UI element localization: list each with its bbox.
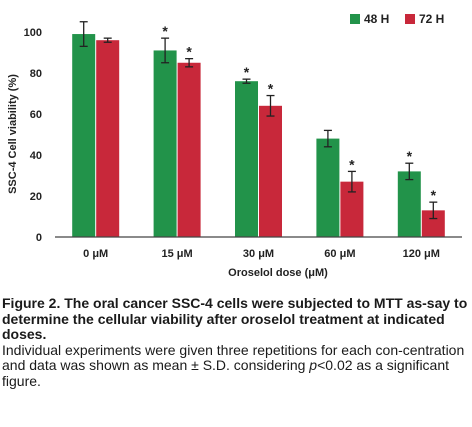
bar-48h — [316, 138, 340, 237]
x-axis-ticks: 0 μM 15 μM 30 μM 60 μM 120 μM — [83, 248, 440, 260]
bar-72h — [96, 40, 120, 238]
bar-48h — [397, 171, 421, 237]
legend: 48 H 72 H — [350, 12, 444, 26]
bar-48h — [235, 81, 258, 237]
bar-72h — [177, 62, 201, 237]
y-tick-label: 80 — [30, 68, 42, 80]
caption-body-text-2: <0.02 as a significant figure. — [2, 357, 450, 389]
y-axis-title: SSC-4 Cell viability (%) — [7, 74, 19, 194]
x-tick-label: 15 μM — [162, 248, 193, 260]
bars: * * * * * * * — [72, 21, 445, 238]
y-tick-label: 20 — [30, 191, 42, 203]
significance-star: * — [244, 64, 250, 80]
significance-star: * — [431, 187, 437, 203]
legend-label: 72 H — [419, 12, 444, 26]
legend-label: 48 H — [364, 12, 389, 26]
significance-star: * — [186, 44, 192, 60]
significance-star: * — [268, 81, 274, 97]
x-tick-label: 0 μM — [83, 248, 108, 260]
x-axis-title: Oroselol dose (μM) — [228, 267, 328, 279]
caption-title: Figure 2. The oral cancer SSC-4 cells we… — [2, 295, 468, 342]
caption-body-text-1: Individual experiments were given three … — [2, 341, 465, 373]
significance-star: * — [407, 148, 413, 164]
bar-72h — [340, 181, 364, 237]
y-tick-label: 60 — [30, 109, 42, 121]
x-tick-label: 60 μM — [324, 248, 355, 260]
significance-star: * — [349, 156, 355, 172]
bar-48h — [153, 50, 177, 238]
legend-swatch — [405, 14, 415, 24]
y-axis-ticks: 0 20 40 60 80 100 — [24, 27, 42, 244]
bar-72h — [259, 105, 282, 237]
x-tick-label: 120 μM — [403, 248, 440, 260]
bar-72h — [421, 210, 445, 237]
y-tick-label: 40 — [30, 150, 42, 162]
x-tick-label: 30 μM — [243, 248, 274, 260]
legend-swatch — [350, 14, 360, 24]
caption-body: Individual experiments were given three … — [2, 341, 468, 390]
y-tick-label: 0 — [36, 232, 42, 244]
figure-caption: Figure 2. The oral cancer SSC-4 cells we… — [2, 295, 468, 390]
bar-chart: 48 H 72 H 0 20 40 60 80 100 * * * * * * * 0 μM 15 μM 3… — [7, 12, 462, 279]
y-tick-label: 100 — [24, 27, 42, 39]
significance-star: * — [162, 23, 168, 39]
caption-p-symbol: p — [309, 357, 318, 373]
bar-48h — [72, 34, 96, 237]
